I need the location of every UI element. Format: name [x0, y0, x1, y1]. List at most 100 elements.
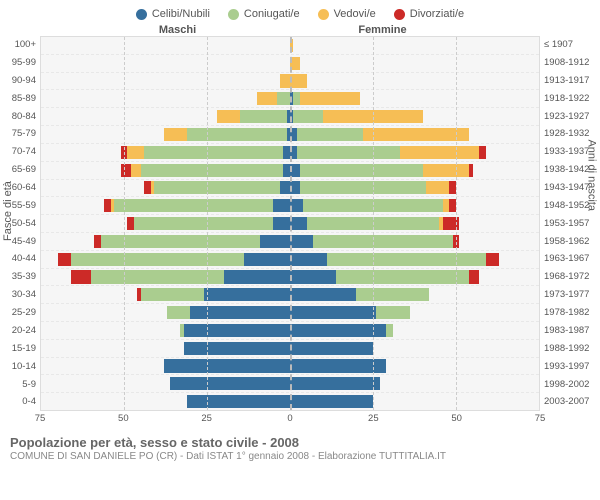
bar-segment: [71, 270, 91, 283]
x-tick: 25: [368, 413, 379, 424]
age-label: 90-94: [0, 72, 36, 90]
birth-year-label: 1958-1962: [544, 232, 600, 250]
bar-segment: [121, 164, 131, 177]
x-ticks: 7550250255075: [40, 413, 540, 425]
birth-year-axis: ≤ 19071908-19121913-19171918-19221923-19…: [540, 36, 600, 411]
bar-segment: [290, 288, 356, 301]
x-tick: 50: [118, 413, 129, 424]
bar-segment: [114, 199, 273, 212]
bar-segment: [290, 324, 386, 337]
bar-segment: [144, 181, 151, 194]
bar-segment: [376, 306, 409, 319]
bar-segment: [449, 199, 456, 212]
bar-segment: [273, 217, 290, 230]
bar-segment: [217, 110, 240, 123]
bar-segment: [469, 164, 472, 177]
bar-segment: [290, 253, 327, 266]
bar-segment: [290, 359, 386, 372]
legend-item: Coniugati/e: [228, 8, 300, 20]
bar-segment: [297, 146, 400, 159]
age-label: 85-89: [0, 90, 36, 108]
bar-segment: [184, 324, 290, 337]
legend-label: Divorziati/e: [410, 8, 464, 20]
chart-title: Popolazione per età, sesso e stato civil…: [10, 435, 590, 450]
birth-year-label: 1993-1997: [544, 357, 600, 375]
bar-segment: [327, 253, 486, 266]
bar-segment: [94, 235, 101, 248]
age-label: 65-69: [0, 161, 36, 179]
bar-segment: [184, 342, 290, 355]
gridline: [373, 37, 374, 410]
bar-segment: [141, 288, 204, 301]
bar-segment: [290, 395, 373, 408]
chart-area: Fasce di età 100+95-9990-9485-8980-8475-…: [0, 36, 600, 411]
age-label: 95-99: [0, 54, 36, 72]
birth-year-label: 1988-1992: [544, 340, 600, 358]
bar-segment: [141, 164, 284, 177]
bar-segment: [273, 199, 290, 212]
legend-swatch: [228, 9, 239, 20]
legend-swatch: [318, 9, 329, 20]
bar-segment: [260, 235, 290, 248]
gridline: [207, 37, 208, 410]
age-label: 25-29: [0, 304, 36, 322]
bar-segment: [240, 110, 286, 123]
bar-segment: [313, 235, 452, 248]
bar-segment: [293, 92, 300, 105]
male-header: Maschi: [40, 24, 280, 36]
bar-segment: [58, 253, 71, 266]
bar-segment: [469, 270, 479, 283]
bar-segment: [290, 217, 307, 230]
bar-segment: [134, 217, 273, 230]
x-tick: 0: [287, 413, 292, 424]
bar-segment: [293, 110, 323, 123]
age-label: 80-84: [0, 107, 36, 125]
x-tick: 25: [201, 413, 212, 424]
x-tick: 75: [35, 413, 46, 424]
birth-year-label: 1968-1972: [544, 268, 600, 286]
legend-item: Vedovi/e: [318, 8, 376, 20]
age-label: 15-19: [0, 340, 36, 358]
bar-segment: [283, 164, 290, 177]
birth-year-label: 1908-1912: [544, 54, 600, 72]
legend-item: Divorziati/e: [394, 8, 464, 20]
age-label: 10-14: [0, 357, 36, 375]
bar-segment: [300, 92, 360, 105]
bar-segment: [300, 181, 426, 194]
birth-year-label: 1983-1987: [544, 322, 600, 340]
birth-year-label: ≤ 1907: [544, 36, 600, 54]
bar-segment: [290, 306, 376, 319]
bar-segment: [426, 181, 449, 194]
bar-segment: [131, 164, 141, 177]
center-line: [290, 37, 292, 410]
y-axis-right-label: Anni di nascita: [586, 139, 598, 211]
bar-segment: [127, 146, 144, 159]
age-label: 100+: [0, 36, 36, 54]
bar-segment: [257, 92, 277, 105]
bar-segment: [277, 92, 290, 105]
bar-segment: [170, 377, 290, 390]
bar-segment: [290, 235, 313, 248]
bar-segment: [280, 181, 290, 194]
bar-segment: [91, 270, 224, 283]
bar-segment: [244, 253, 290, 266]
bar-segment: [443, 199, 450, 212]
bar-segment: [283, 146, 290, 159]
legend-item: Celibi/Nubili: [136, 8, 210, 20]
age-label: 0-4: [0, 393, 36, 411]
bar-segment: [400, 146, 480, 159]
bar-segment: [280, 74, 290, 87]
birth-year-label: 1918-1922: [544, 90, 600, 108]
bar-segment: [104, 199, 111, 212]
birth-year-label: 1978-1982: [544, 304, 600, 322]
age-label: 20-24: [0, 322, 36, 340]
gender-headers: Maschi Femmine: [0, 24, 600, 36]
birth-year-label: 1923-1927: [544, 107, 600, 125]
bar-segment: [479, 146, 486, 159]
bar-segment: [127, 217, 134, 230]
age-label: 30-34: [0, 286, 36, 304]
bar-segment: [290, 270, 336, 283]
age-label: 70-74: [0, 143, 36, 161]
bar-segment: [449, 181, 456, 194]
bar-segment: [187, 395, 290, 408]
